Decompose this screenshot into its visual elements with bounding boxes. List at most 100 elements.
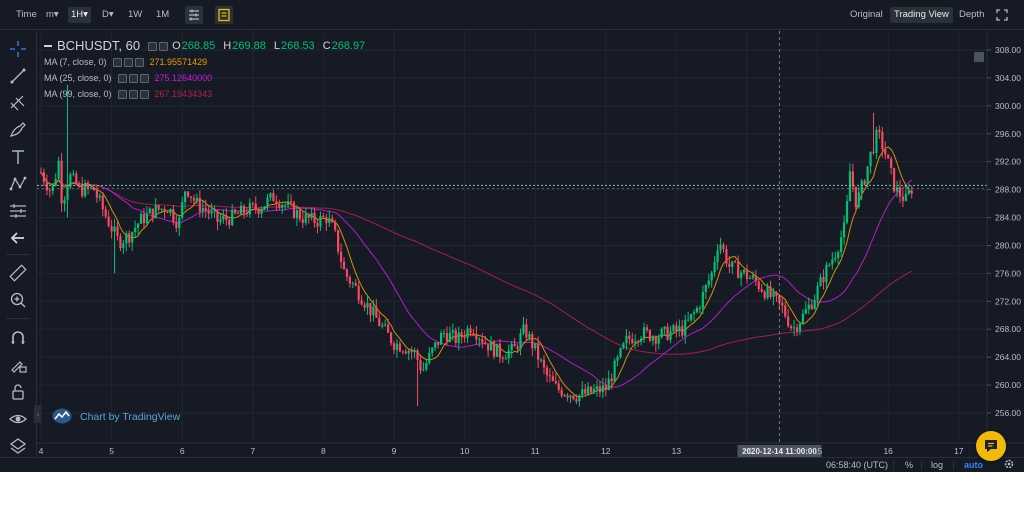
candle-body — [363, 304, 366, 308]
ma-25-line — [40, 172, 913, 388]
candle-body — [716, 250, 719, 263]
candle-body — [484, 342, 487, 345]
candle-body — [554, 381, 557, 384]
candle-body — [601, 385, 604, 393]
chart-legend: BCHUSDT, 60 O 268.85 H 269.88 L 268.53 C 268… — [44, 38, 365, 102]
measure-icon[interactable] — [8, 201, 28, 221]
settings-icon[interactable] — [128, 73, 138, 83]
candle-body — [616, 357, 619, 361]
settings-icon[interactable] — [123, 57, 133, 67]
close-icon[interactable] — [139, 73, 149, 83]
candle-body — [198, 197, 201, 212]
ruler-icon[interactable] — [8, 263, 28, 283]
candle-body — [598, 386, 602, 393]
lock-drawing-icon[interactable] — [8, 355, 28, 375]
minutes-interval-dropdown[interactable]: m▾ — [46, 9, 59, 20]
high-label: H — [223, 40, 232, 52]
candle-body — [781, 302, 784, 306]
candle-body — [813, 300, 816, 309]
candle-body — [819, 277, 822, 287]
week-interval-button[interactable]: 1W — [128, 9, 143, 20]
settings-icon[interactable] — [159, 41, 169, 51]
month-interval-button[interactable]: 1M — [156, 9, 170, 20]
candle-body — [539, 359, 543, 361]
collapse-legend-icon[interactable] — [44, 45, 52, 47]
candle-body — [419, 360, 422, 371]
price-chart[interactable]: 288.612020-12-14 11:00:00 256.00260.0026… — [37, 31, 1024, 457]
candle-body — [801, 313, 804, 324]
eye-icon[interactable] — [8, 409, 28, 429]
candle-body — [445, 333, 449, 342]
chart-axes: 256.00 260.00 264.00 268.00 272.00 276.00 280.… — [37, 31, 1024, 457]
candle-body — [666, 326, 669, 340]
candle-body — [881, 131, 884, 150]
day-interval-dropdown[interactable]: D▾ — [102, 9, 114, 20]
settings-icon[interactable] — [128, 89, 138, 99]
gear-icon[interactable] — [1003, 458, 1015, 470]
text-icon[interactable] — [8, 147, 28, 167]
candle-body — [581, 389, 584, 395]
crosshair-icon[interactable] — [8, 39, 28, 59]
candle-body — [710, 272, 713, 281]
trend-line-icon[interactable] — [8, 66, 28, 86]
zoom-in-icon[interactable] — [8, 290, 28, 310]
visibility-icon[interactable] — [117, 89, 127, 99]
brush-icon[interactable] — [8, 120, 28, 140]
hour-interval-dropdown[interactable]: 1H▾ — [68, 7, 91, 23]
candle-body — [339, 251, 343, 262]
y-tick-label: 304.00 — [995, 73, 1021, 83]
candle-body — [610, 378, 613, 382]
candle-body — [42, 172, 46, 182]
back-arrow-icon[interactable] — [8, 228, 28, 248]
candle-body — [778, 296, 781, 303]
candle-body — [751, 275, 754, 278]
candle-body — [154, 205, 157, 218]
candle-body — [910, 190, 913, 194]
visibility-icon[interactable] — [117, 73, 127, 83]
candle-body — [878, 129, 881, 132]
candle-body — [707, 280, 710, 285]
original-view-tab[interactable]: Original — [850, 9, 883, 20]
x-tick-label: 13 — [672, 446, 682, 456]
visibility-icon[interactable] — [112, 57, 122, 67]
pattern-icon[interactable] — [8, 174, 28, 194]
candle-body — [434, 342, 437, 348]
clock-label: 06:58:40 (UTC) — [826, 460, 889, 470]
indicators-icon[interactable] — [185, 6, 203, 24]
candle-body — [678, 326, 681, 331]
chat-button[interactable] — [976, 431, 1006, 461]
candle-body — [401, 351, 404, 353]
fib-icon[interactable] — [8, 93, 28, 113]
layers-icon[interactable] — [8, 436, 28, 456]
y-tick-label: 276.00 — [995, 268, 1021, 278]
candle-body — [328, 218, 331, 224]
candle-body — [298, 210, 301, 220]
candle-body — [172, 209, 175, 222]
tradingview-watermark[interactable]: Chart by TradingView — [52, 408, 180, 426]
tradingview-view-tab[interactable]: Trading View — [890, 7, 953, 23]
y-tick-label: 260.00 — [995, 380, 1021, 390]
candle-body — [904, 193, 907, 201]
chart-settings-icon[interactable] — [215, 6, 233, 24]
candle-body — [587, 386, 590, 394]
candle-body — [357, 285, 360, 301]
candle-body — [572, 395, 575, 400]
candle-body — [787, 316, 790, 327]
fullscreen-icon[interactable] — [993, 6, 1011, 24]
close-icon[interactable] — [139, 89, 149, 99]
magnet-icon[interactable] — [8, 328, 28, 348]
ma-value: 267.19434343 — [154, 89, 213, 99]
close-icon[interactable] — [134, 57, 144, 67]
lock-icon[interactable] — [8, 382, 28, 402]
depth-view-tab[interactable]: Depth — [959, 9, 985, 20]
visibility-icon[interactable] — [148, 41, 158, 51]
y-tick-label: 272.00 — [995, 296, 1021, 306]
candle-body — [413, 350, 416, 352]
candle-body — [790, 326, 793, 329]
candle-body — [63, 200, 66, 204]
candle-body — [186, 191, 190, 197]
percent-scale-button[interactable]: % — [905, 460, 914, 470]
log-scale-button[interactable]: log — [931, 460, 944, 470]
auto-scale-button[interactable]: auto — [964, 460, 983, 470]
x-tick-label: 16 — [883, 446, 893, 456]
